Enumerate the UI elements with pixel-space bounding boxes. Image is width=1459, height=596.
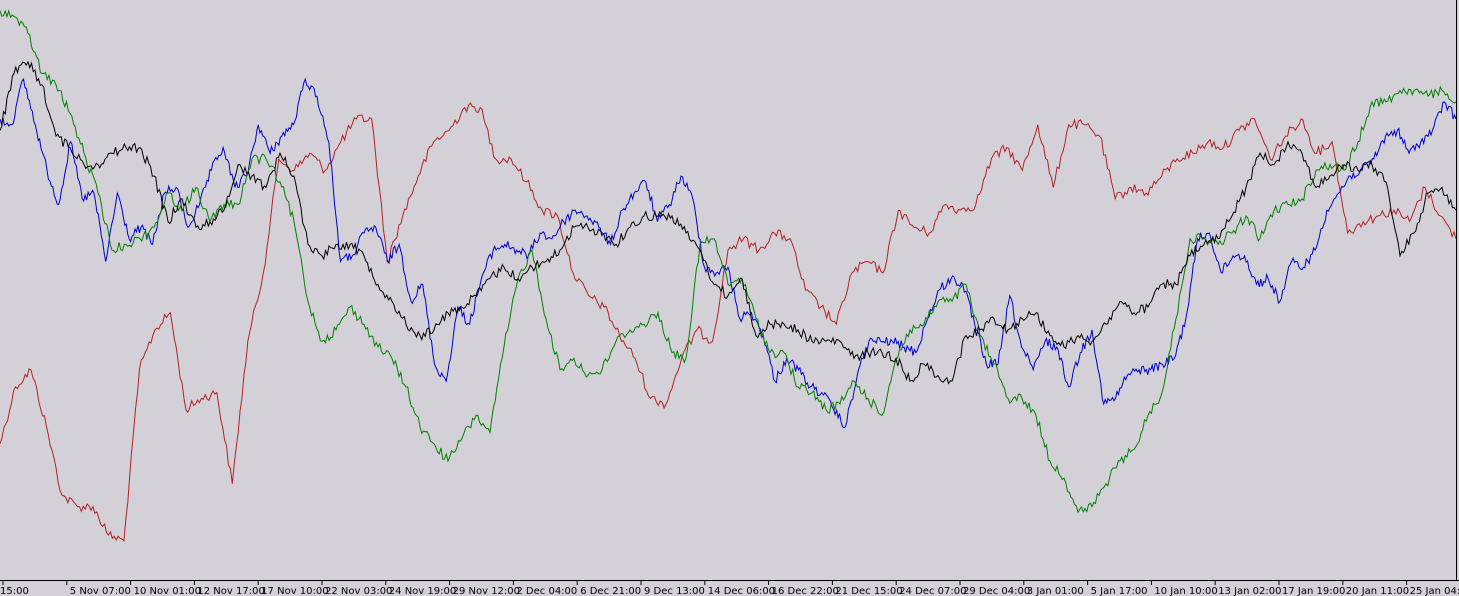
x-tick-label: 22 Nov 03:00 — [325, 586, 392, 596]
x-tick-label: 15:00 — [0, 586, 29, 596]
x-tick-label: 6 Dec 21:00 — [580, 586, 641, 596]
x-tick-label: 13 Jan 02:00 — [1218, 586, 1281, 596]
x-tick-label: 3 Jan 01:00 — [1027, 586, 1084, 596]
x-tick-label: 12 Nov 17:00 — [197, 586, 264, 596]
x-tick-label: 21 Dec 15:00 — [835, 586, 902, 596]
x-tick-label: 17 Jan 19:00 — [1282, 586, 1345, 596]
x-tick-label: 24 Nov 19:00 — [389, 586, 456, 596]
series-line-2 — [0, 77, 1457, 429]
x-tick-label: 9 Dec 13:00 — [644, 586, 705, 596]
x-tick-label: 10 Nov 01:00 — [134, 586, 201, 596]
x-tick-label: 5 Jan 17:00 — [1091, 586, 1148, 596]
x-tick-label: 29 Dec 04:00 — [963, 586, 1030, 596]
x-tick-label: 5 Nov 07:00 — [70, 586, 131, 596]
series-line-1 — [0, 102, 1457, 542]
x-tick-label: 2 Dec 04:00 — [516, 586, 577, 596]
x-tick-label: 24 Dec 07:00 — [899, 586, 966, 596]
x-tick-label: 10 Jan 10:00 — [1154, 586, 1217, 596]
x-tick-label: 16 Dec 22:00 — [772, 586, 839, 596]
series-line-4 — [0, 60, 1457, 385]
x-tick-label: 29 Nov 12:00 — [453, 586, 520, 596]
x-tick-label: 25 Jan 04:00 — [1410, 586, 1459, 596]
x-tick-label: 17 Nov 10:00 — [261, 586, 328, 596]
x-tick-label: 14 Dec 06:00 — [708, 586, 775, 596]
x-tick-label: 20 Jan 11:00 — [1346, 586, 1409, 596]
series-layer — [0, 9, 1457, 542]
